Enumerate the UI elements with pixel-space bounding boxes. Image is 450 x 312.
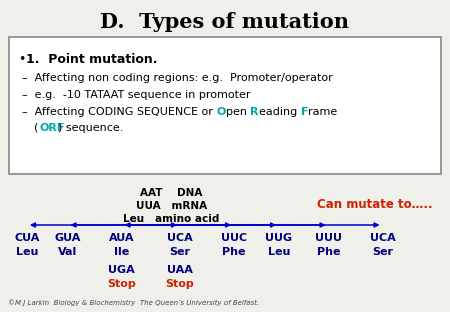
Text: –  Affecting CODING SEQUENCE or: – Affecting CODING SEQUENCE or — [22, 107, 216, 117]
Text: Phe: Phe — [222, 247, 246, 257]
Text: ORF: ORF — [39, 123, 64, 133]
Text: Leu: Leu — [16, 247, 38, 257]
Text: Ser: Ser — [170, 247, 190, 257]
Text: GUA: GUA — [54, 233, 81, 243]
Text: UCA: UCA — [369, 233, 396, 243]
Text: Ile: Ile — [114, 247, 129, 257]
Text: Stop: Stop — [107, 279, 136, 289]
Text: Can mutate to…..: Can mutate to….. — [317, 198, 433, 211]
Text: (: ( — [34, 123, 38, 133]
Text: eading: eading — [259, 107, 301, 117]
Text: Ser: Ser — [372, 247, 393, 257]
Text: Leu   amino acid: Leu amino acid — [123, 214, 220, 224]
Text: CUA: CUA — [14, 233, 40, 243]
Text: UUC: UUC — [221, 233, 247, 243]
Text: Val: Val — [58, 247, 77, 257]
Text: D.  Types of mutation: D. Types of mutation — [100, 12, 350, 32]
Text: UUA   mRNA: UUA mRNA — [136, 201, 207, 211]
Text: R: R — [250, 107, 259, 117]
Text: AAT    DNA: AAT DNA — [140, 188, 202, 198]
Text: 1.  Point mutation.: 1. Point mutation. — [26, 53, 158, 66]
Text: pen: pen — [226, 107, 250, 117]
Text: ©M J Larkin  Biology & Biochemistry  The Queen’s University of Belfast.: ©M J Larkin Biology & Biochemistry The Q… — [8, 299, 259, 306]
Text: UUG: UUG — [266, 233, 292, 243]
Text: F: F — [301, 107, 308, 117]
Text: –  Affecting non coding regions: e.g.  Promoter/operator: – Affecting non coding regions: e.g. Pro… — [22, 73, 333, 83]
Text: Phe: Phe — [317, 247, 340, 257]
Text: rame: rame — [308, 107, 337, 117]
Text: UCA: UCA — [167, 233, 193, 243]
Text: UGA: UGA — [108, 265, 135, 275]
Text: UAA: UAA — [167, 265, 193, 275]
Text: Leu: Leu — [268, 247, 290, 257]
FancyBboxPatch shape — [9, 37, 441, 174]
Text: –  e.g.  -10 TATAAT sequence in promoter: – e.g. -10 TATAAT sequence in promoter — [22, 90, 251, 100]
Text: ) sequence.: ) sequence. — [58, 123, 123, 133]
Text: •: • — [18, 53, 25, 66]
Text: AUA: AUA — [109, 233, 134, 243]
Text: UUU: UUU — [315, 233, 342, 243]
Text: Stop: Stop — [166, 279, 194, 289]
Text: O: O — [216, 107, 226, 117]
